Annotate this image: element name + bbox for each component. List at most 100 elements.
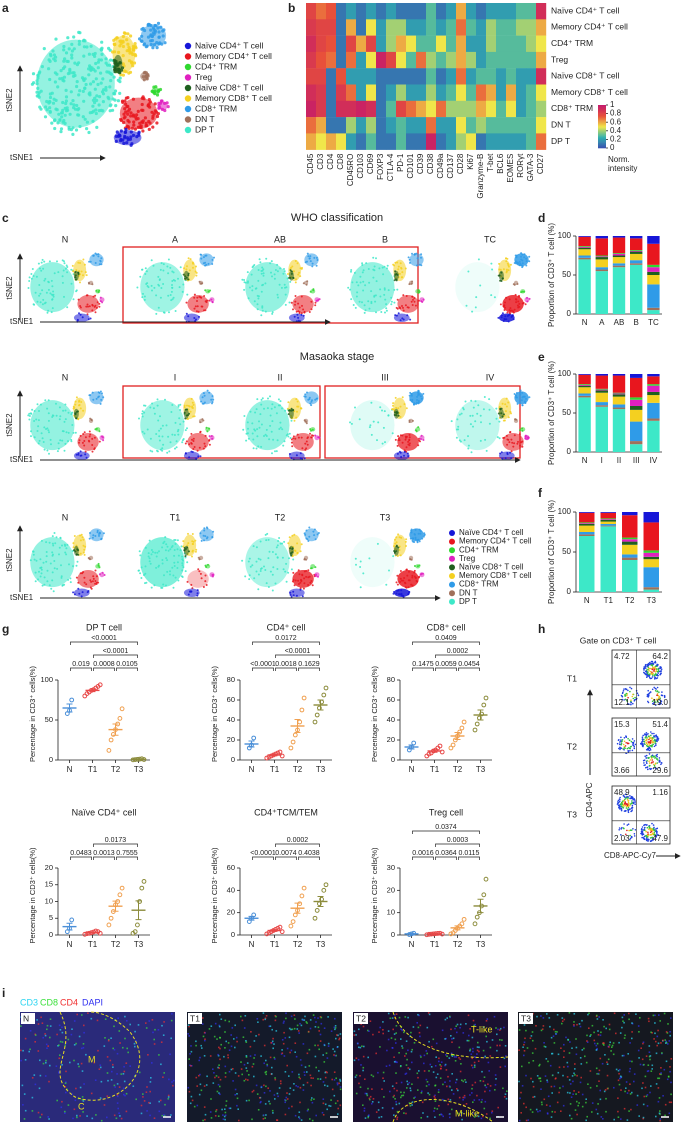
stain-speck xyxy=(81,1070,84,1072)
x-tick-label: TC xyxy=(648,318,659,327)
tsne-point xyxy=(147,127,151,131)
heatmap-cell xyxy=(486,35,497,53)
flow-event xyxy=(656,693,659,695)
error-bar xyxy=(271,753,278,757)
tsne-point xyxy=(200,577,203,580)
stain-speck xyxy=(58,1044,60,1046)
stain-speck xyxy=(230,1068,233,1071)
stain-speck xyxy=(330,1030,333,1032)
tsne-point xyxy=(149,437,152,440)
stain-speck xyxy=(259,1101,262,1104)
flow-event xyxy=(648,747,651,749)
tsne-point xyxy=(186,408,188,411)
flow-event xyxy=(646,745,649,748)
tsne-point xyxy=(194,270,197,273)
colorbar-step xyxy=(598,129,606,132)
tsne-point xyxy=(201,396,204,399)
tsne-point xyxy=(202,586,205,588)
tsne-point xyxy=(187,542,190,545)
tsne-point xyxy=(155,566,158,569)
bar-segment xyxy=(630,251,643,254)
tsne-point xyxy=(118,61,122,65)
tsne-point xyxy=(297,436,300,439)
tsne-point xyxy=(97,253,100,256)
tsne-point xyxy=(211,401,214,403)
flow-event xyxy=(624,695,626,697)
data-point xyxy=(472,921,478,927)
stain-speck xyxy=(249,1055,252,1057)
bar-segment xyxy=(647,267,660,272)
tsne-point xyxy=(282,272,285,275)
tsne-point xyxy=(68,563,70,566)
flow-event xyxy=(643,738,645,741)
data-point xyxy=(323,685,329,691)
tsne-point xyxy=(405,407,408,410)
stain-speck xyxy=(149,1102,151,1104)
tsne-point xyxy=(139,126,143,130)
stain-speck xyxy=(335,1077,337,1080)
group-label: TC xyxy=(484,234,496,244)
stain-speck xyxy=(265,1073,267,1076)
tsne-point xyxy=(129,34,133,38)
flow-event xyxy=(623,699,625,701)
flow-event xyxy=(655,754,658,757)
tsne-point xyxy=(122,120,126,125)
flow-event xyxy=(652,767,655,770)
tsne-point xyxy=(416,565,419,568)
significance-bracket xyxy=(298,856,320,860)
heatmap-cell xyxy=(416,68,427,85)
tsne-point xyxy=(70,413,73,416)
tsne-point xyxy=(521,445,524,448)
tsne-point xyxy=(158,435,161,438)
panel-label: a xyxy=(2,1,9,15)
y-axis-label: Percentage in CD3⁺ cells(%) xyxy=(28,847,37,944)
stain-speck xyxy=(274,1098,276,1100)
tsne-point xyxy=(397,439,400,442)
y-tick-label: 0 xyxy=(567,447,572,456)
tsne-point xyxy=(82,54,86,58)
tsne-point xyxy=(104,57,108,61)
tsne-point xyxy=(45,291,48,294)
tsne-point xyxy=(266,532,269,535)
tsne-point xyxy=(79,306,82,309)
stain-speck xyxy=(253,1075,255,1078)
stain-speck xyxy=(110,1037,112,1039)
tsne-point xyxy=(150,586,153,589)
flow-event xyxy=(656,755,658,758)
tsne-point xyxy=(457,425,460,428)
tsne-point xyxy=(42,298,45,301)
legend-swatch xyxy=(184,116,192,123)
stain-speck xyxy=(248,1099,250,1102)
column-label: BCL6 xyxy=(496,153,505,174)
tsne-point xyxy=(477,404,480,407)
stain-speck xyxy=(339,1078,341,1081)
tsne-point xyxy=(525,260,528,263)
tsne-point xyxy=(155,312,158,315)
tsne-point xyxy=(128,137,132,141)
tsne-point xyxy=(395,536,398,539)
flow-event xyxy=(621,826,623,829)
colorbar-step xyxy=(598,116,606,119)
tsne-point xyxy=(75,576,78,579)
tsne-point xyxy=(67,125,71,130)
tsne-point xyxy=(257,297,260,300)
tsne-point xyxy=(400,456,403,458)
tsne-point xyxy=(380,311,383,313)
tsne-point xyxy=(63,420,66,423)
tsne-point xyxy=(287,401,290,404)
tsne-point xyxy=(77,39,81,44)
flow-event xyxy=(647,840,649,842)
tsne-point xyxy=(30,277,33,280)
tsne-point xyxy=(369,424,372,427)
flow-event xyxy=(656,690,659,692)
tsne-point xyxy=(464,400,467,403)
tsne-point xyxy=(177,579,180,582)
flow-event xyxy=(657,700,659,703)
tsne-point xyxy=(200,257,203,260)
stain-speck xyxy=(307,1030,310,1033)
data-point xyxy=(139,885,145,891)
colorbar-tick-label: 0.2 xyxy=(610,135,622,144)
stain-speck xyxy=(234,1094,236,1096)
tsne-point xyxy=(71,126,75,130)
tsne-point xyxy=(70,53,74,57)
